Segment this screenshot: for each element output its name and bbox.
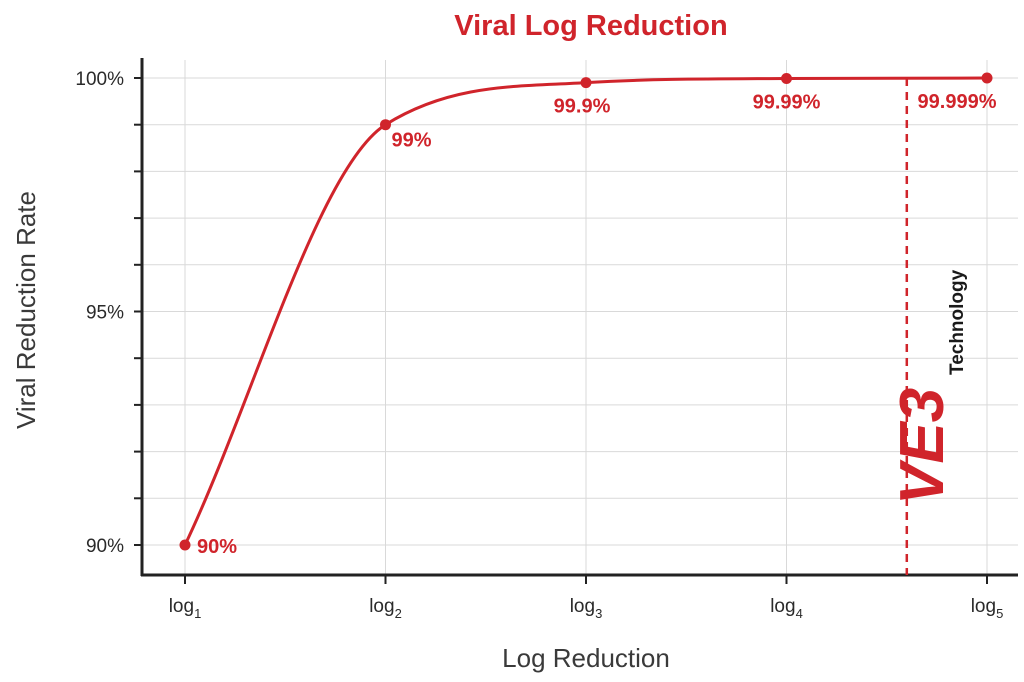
data-label: 99% — [392, 130, 432, 152]
x-tick-label: log1 — [169, 596, 202, 621]
data-points — [179, 72, 993, 551]
x-tick-label: log2 — [369, 596, 402, 621]
ve3-logo-mark: VE3 — [888, 388, 957, 505]
series — [183, 76, 988, 546]
series-line — [183, 76, 988, 546]
data-label: 90% — [197, 536, 237, 558]
data-point — [580, 77, 592, 89]
ve3-logo-text: Technology — [947, 269, 968, 375]
grid — [142, 60, 1018, 575]
data-label: 99.999% — [918, 91, 997, 113]
ve3-logo: VE3 Technology — [888, 269, 968, 505]
y-tick-label: 100% — [75, 69, 124, 90]
y-ticks: 90% 95% 100% — [75, 69, 142, 557]
data-label: 99.9% — [554, 96, 611, 118]
y-tick-label: 95% — [86, 303, 124, 324]
x-tick-label: log4 — [770, 596, 803, 621]
axes — [140, 58, 1018, 577]
data-point — [781, 72, 792, 84]
data-point — [380, 119, 391, 131]
chart-title: Viral Log Reduction — [454, 10, 727, 42]
data-labels: 90% 99% 99.9% 99.99% 99.999% — [197, 91, 997, 558]
x-tick-label: log5 — [971, 596, 1004, 621]
x-axis-label: Log Reduction — [502, 643, 670, 673]
y-tick-label: 90% — [86, 536, 124, 557]
data-label: 99.99% — [753, 91, 821, 113]
x-tick-label: log3 — [570, 596, 603, 621]
data-point — [981, 72, 993, 84]
data-point — [179, 539, 191, 551]
y-axis-label: Viral Reduction Rate — [11, 191, 41, 429]
x-ticks: log1 log2 log3 log4 log5 — [169, 575, 1004, 621]
